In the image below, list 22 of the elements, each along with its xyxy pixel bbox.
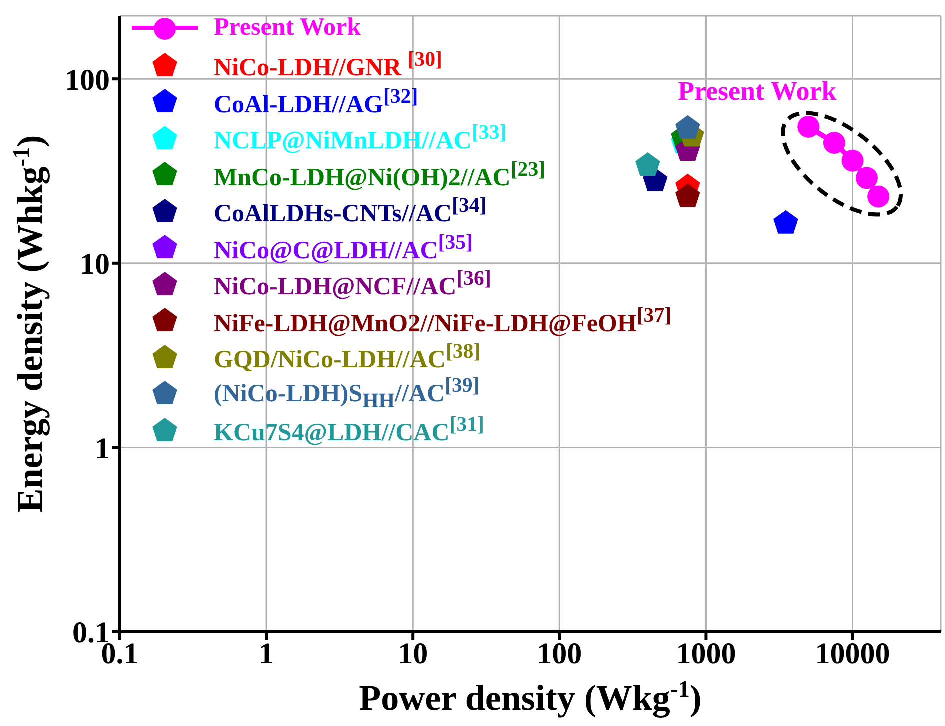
legend-label: MnCo-LDH@Ni(OH)2//AC$^{[23]}$ bbox=[214, 156, 546, 192]
legend-label: GQD/NiCo-LDH//AC$^{[38]}$ bbox=[214, 339, 481, 374]
legend-label: NiCo@C@LDH//AC$^{[35]}$ bbox=[214, 230, 473, 265]
legend-label: (NiCo-LDH)S$_{HH}$//AC$^{[39]}$ bbox=[214, 373, 480, 414]
x-tick-label: 1 bbox=[259, 637, 274, 670]
legend-label: KCu7S4@LDH//CAC$^{[31]}$ bbox=[214, 412, 484, 448]
x-tick-label: 10 bbox=[398, 637, 428, 670]
y-tick-label: 10 bbox=[80, 248, 110, 282]
legend-label: NiCo-LDH//GNR $^{[30]}$ bbox=[214, 47, 442, 82]
y-tick-label: 100 bbox=[65, 64, 110, 97]
legend-label: Present Work bbox=[214, 14, 361, 42]
x-tick-label: 100 bbox=[537, 637, 582, 670]
annotation: Present Work bbox=[678, 76, 837, 107]
legend-label: NCLP@NiMnLDH//AC$^{[33]}$ bbox=[214, 120, 507, 156]
x-axis-title: Power density (Wkg$^{-1}$) bbox=[359, 677, 702, 718]
legend-label: CoAlLDHs-CNTs//AC$^{[34]}$ bbox=[214, 193, 487, 228]
legend-label: NiFe-LDH@MnO2//NiFe-LDH@FeOH$^{[37]}$ bbox=[214, 302, 672, 338]
y-tick-label: 1 bbox=[95, 432, 110, 466]
legend-label: NiCo-LDH@NCF//AC$^{[36]}$ bbox=[214, 266, 492, 302]
x-tick-label: 1000 bbox=[676, 637, 736, 670]
legend-label: CoAl-LDH//AG$^{[32]}$ bbox=[214, 84, 418, 119]
x-tick-label: 10000 bbox=[815, 637, 890, 670]
